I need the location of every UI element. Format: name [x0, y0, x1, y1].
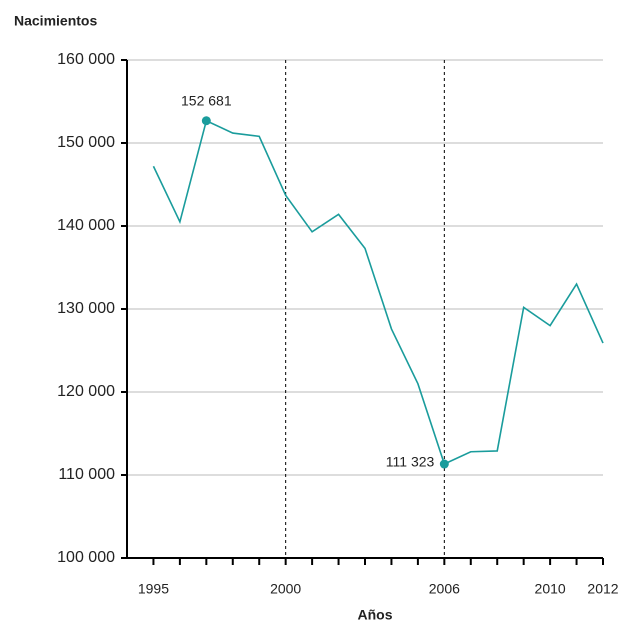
data-label: 152 681 [181, 92, 232, 108]
x-tick-label: 1995 [138, 581, 169, 597]
data-line [152, 119, 604, 466]
highlight-point [201, 116, 211, 126]
y-axis-label: Nacimientos [14, 13, 97, 29]
x-tick-label: 2006 [429, 581, 460, 597]
data-label: 111 323 [386, 454, 435, 470]
y-tick-label: 160 000 [57, 51, 115, 68]
x-axis-label: Años [358, 607, 393, 623]
y-tick-label: 100 000 [57, 549, 115, 566]
x-tick-label: 2012 [587, 581, 618, 597]
highlight-point [439, 459, 449, 469]
y-tick-label: 140 000 [57, 217, 115, 234]
x-tick-label: 2000 [270, 581, 301, 597]
y-tick-label: 110 000 [58, 466, 115, 483]
y-tick-label: 120 000 [57, 383, 115, 400]
y-tick-label: 150 000 [57, 134, 115, 151]
x-tick-label: 2010 [535, 581, 566, 597]
y-tick-label: 130 000 [57, 300, 115, 317]
